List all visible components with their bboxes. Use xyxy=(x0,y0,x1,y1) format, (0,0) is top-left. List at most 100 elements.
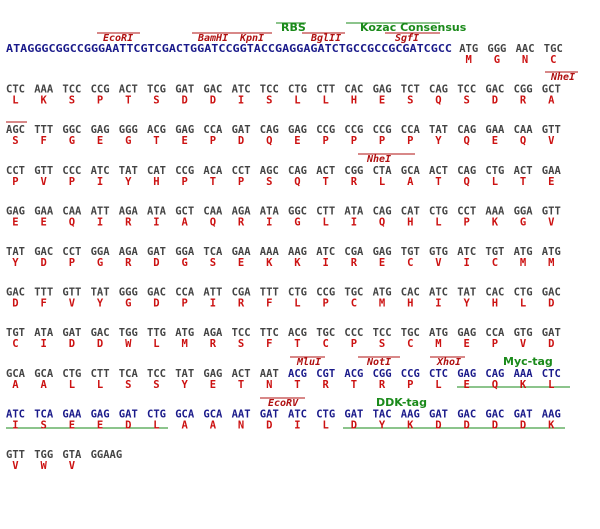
site-label: XhoI xyxy=(436,357,461,368)
codon: GAC xyxy=(203,84,222,96)
amino-acid: T xyxy=(294,338,300,350)
amino-acid: P xyxy=(210,135,216,147)
amino-acid: D xyxy=(548,298,554,310)
amino-acid: R xyxy=(351,257,358,269)
amino-acid: M xyxy=(548,257,554,269)
codon: ATG xyxy=(429,327,448,339)
amino-acid: P xyxy=(69,176,75,188)
amino-acid: Q xyxy=(520,135,526,147)
codon: ATG xyxy=(459,43,478,55)
amino-acid: R xyxy=(379,379,386,391)
amino-acid: L xyxy=(520,298,526,310)
amino-acid: C xyxy=(407,257,413,269)
amino-acid: G xyxy=(182,257,188,269)
codon: CTG xyxy=(514,287,533,299)
codon: GAT xyxy=(429,408,448,420)
codon: CCG xyxy=(91,84,110,96)
codon: CCA xyxy=(175,287,195,299)
amino-acid: H xyxy=(492,298,498,310)
codon: TAT xyxy=(429,124,448,136)
amino-acid: E xyxy=(548,176,554,188)
amino-acid: K xyxy=(520,379,527,391)
codon: AAT xyxy=(260,368,279,380)
codon: GAG xyxy=(288,124,307,136)
amino-acid: G xyxy=(125,135,131,147)
codon: GAC xyxy=(457,408,476,420)
amino-acid: S xyxy=(12,135,18,147)
site-label: EcoRV xyxy=(268,398,299,409)
codon: AAA xyxy=(260,246,280,258)
amino-acid: K xyxy=(41,95,48,107)
amino-acid: G xyxy=(494,54,500,66)
codon: CAA xyxy=(62,205,82,217)
codon: AAA xyxy=(34,84,54,96)
amino-acid: E xyxy=(238,257,244,269)
amino-acid: D xyxy=(238,135,244,147)
amino-acid: L xyxy=(294,298,300,310)
codon: GAC xyxy=(34,246,53,258)
amino-acid: C xyxy=(12,338,18,350)
amino-acid: K xyxy=(294,257,301,269)
codon: CCA xyxy=(485,327,505,339)
amino-acid: E xyxy=(464,338,470,350)
codon: GAT xyxy=(542,327,561,339)
codon: CTC xyxy=(429,368,448,380)
codon: TGC xyxy=(316,327,335,339)
codon: GGA xyxy=(514,205,534,217)
codon: GTG xyxy=(429,246,448,258)
codon: GTT xyxy=(542,124,561,136)
amino-acid: R xyxy=(125,257,132,269)
amino-acid: K xyxy=(266,257,273,269)
codon: GAT xyxy=(232,124,251,136)
feature-label: Myc-tag xyxy=(503,355,553,368)
amino-acid: S xyxy=(379,338,385,350)
codon: GAA xyxy=(232,246,252,258)
codon: CAC xyxy=(344,84,363,96)
amino-acid: T xyxy=(210,176,216,188)
amino-acid: Q xyxy=(492,379,498,391)
codon: TCA xyxy=(203,246,223,258)
codon: CCC xyxy=(62,165,81,177)
amino-acid: G xyxy=(294,216,300,228)
codon: CCA xyxy=(203,124,223,136)
amino-acid: L xyxy=(548,379,554,391)
codon: GGG xyxy=(119,124,138,136)
amino-acid: E xyxy=(182,135,188,147)
amino-acid: Y xyxy=(464,298,471,310)
codon: CTC xyxy=(542,368,561,380)
codon: GAT xyxy=(514,408,533,420)
site-overlines xyxy=(6,22,578,399)
codon: GTT xyxy=(6,449,25,461)
amino-acid: E xyxy=(12,216,18,228)
site-label: NheI xyxy=(366,154,391,165)
site-label: EcoRI xyxy=(103,33,133,44)
codon: GAC xyxy=(542,287,561,299)
codon: ATG xyxy=(175,327,194,339)
amino-acid: G xyxy=(125,298,131,310)
amino-acid: P xyxy=(238,176,244,188)
amino-acid: A xyxy=(210,419,217,431)
amino-acid: D xyxy=(266,419,272,431)
codon: GAA xyxy=(485,124,505,136)
amino-acid: V xyxy=(41,176,48,188)
codon: ACT xyxy=(316,165,335,177)
codon: GGA xyxy=(91,246,111,258)
codon: TCC xyxy=(373,327,392,339)
codon: ATT xyxy=(91,205,110,217)
amino-acid: P xyxy=(379,135,385,147)
amino-acid: P xyxy=(351,135,357,147)
amino-acid: E xyxy=(464,379,470,391)
site-label: SgfI xyxy=(395,33,419,44)
codon: CAG xyxy=(288,165,307,177)
amino-acid: G xyxy=(69,135,75,147)
codon: GAG xyxy=(203,368,222,380)
amino-acid: D xyxy=(69,338,75,350)
codon: AAA xyxy=(514,368,534,380)
codon: CAC xyxy=(401,287,420,299)
codon: CTG xyxy=(147,408,166,420)
amino-acid: P xyxy=(407,135,413,147)
site-label: BamHI xyxy=(197,33,228,44)
amino-acid: M xyxy=(379,298,385,310)
amino-acid: D xyxy=(125,419,131,431)
amino-acid: L xyxy=(323,419,329,431)
